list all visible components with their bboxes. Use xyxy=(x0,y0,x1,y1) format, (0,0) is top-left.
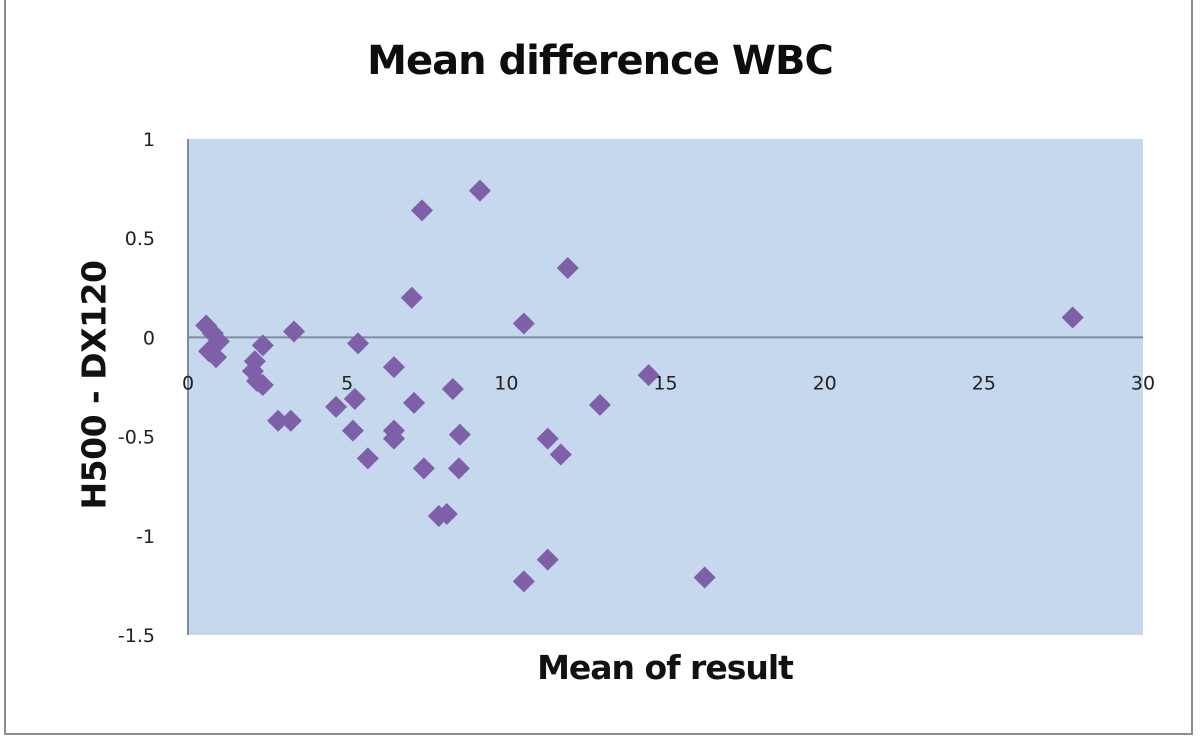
diamond-marker xyxy=(205,346,228,369)
diamond-marker xyxy=(341,419,364,442)
diamond-marker xyxy=(346,332,369,355)
diamond-marker xyxy=(435,502,458,525)
diamond-marker xyxy=(410,199,433,222)
diamond-marker xyxy=(1061,306,1084,329)
diamond-marker xyxy=(549,443,572,466)
y-tick-label: -1.5 xyxy=(118,625,155,647)
diamond-marker xyxy=(693,566,716,589)
diamond-marker xyxy=(356,447,379,470)
x-tick-label: 15 xyxy=(653,372,677,394)
y-tick-label: 1 xyxy=(143,129,155,151)
x-tick-label: 25 xyxy=(972,372,996,394)
diamond-marker xyxy=(447,457,470,480)
diamond-marker xyxy=(382,356,405,379)
diamond-marker xyxy=(441,377,464,400)
diamond-marker xyxy=(512,570,535,593)
diamond-marker xyxy=(343,387,366,410)
diamond-marker xyxy=(556,256,579,279)
diamond-marker xyxy=(382,427,405,450)
diamond-marker xyxy=(251,374,274,397)
chart-title: Mean difference WBC xyxy=(367,38,834,84)
diamond-marker xyxy=(279,409,302,432)
diamond-marker xyxy=(251,334,274,357)
y-axis-ticks: 1 0.5 0 -0.5 -1 -1.5 xyxy=(118,129,155,647)
diamond-marker xyxy=(403,391,426,414)
y-tick-label: 0.5 xyxy=(125,228,155,250)
x-axis-ticks: 0 5 10 15 20 25 30 xyxy=(182,372,1155,394)
x-tick-label: 5 xyxy=(341,372,353,394)
x-axis-title: Mean of result xyxy=(537,648,794,687)
data-points xyxy=(195,179,1084,593)
diamond-marker xyxy=(325,395,348,418)
diamond-marker xyxy=(468,179,491,202)
diamond-marker xyxy=(536,548,559,571)
diamond-marker xyxy=(448,423,471,446)
y-tick-label: 0 xyxy=(143,327,155,349)
diamond-marker xyxy=(267,409,290,432)
y-tick-label: -1 xyxy=(136,526,155,548)
plot-area xyxy=(188,139,1143,635)
diamond-marker xyxy=(283,320,306,343)
diamond-marker xyxy=(588,393,611,416)
diamond-marker xyxy=(536,427,559,450)
x-tick-label: 10 xyxy=(494,372,518,394)
x-tick-label: 30 xyxy=(1131,372,1155,394)
x-tick-label: 20 xyxy=(813,372,837,394)
diamond-marker xyxy=(637,364,660,387)
diamond-marker xyxy=(412,457,435,480)
diamond-marker xyxy=(400,286,423,309)
diamond-marker xyxy=(512,312,535,335)
y-tick-label: -0.5 xyxy=(118,427,155,449)
x-tick-label: 0 xyxy=(182,372,194,394)
